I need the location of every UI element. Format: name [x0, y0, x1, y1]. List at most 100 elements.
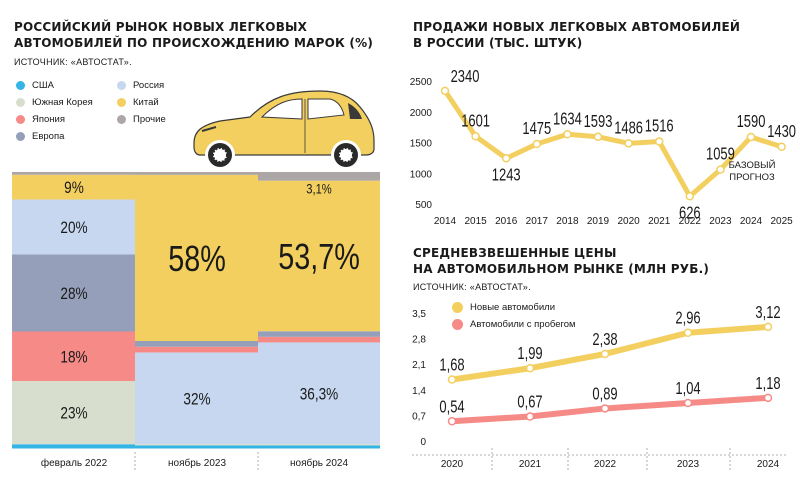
prices-chart-title-line1: СРЕДНЕВЗВЕШЕННЫЕ ЦЕНЫ	[413, 246, 617, 260]
sales-value-label-group: 1430	[767, 122, 796, 142]
bar-segment	[12, 381, 136, 445]
x-tick-label: 2021	[519, 459, 542, 470]
x-tick-label: 2024	[740, 216, 763, 227]
sales-value-label: 1516	[645, 117, 674, 137]
legend-swatch	[16, 81, 25, 90]
sales-value-label-group: 1243	[492, 165, 521, 185]
x-tick-label: 2022	[679, 216, 702, 227]
legend-label: Прочие	[133, 114, 166, 125]
sales-chart-title-line1: ПРОДАЖИ НОВЫХ ЛЕГКОВЫХ АВТОМОБИЛЕЙ	[413, 20, 741, 34]
prices-chart-source: ИСТОЧНИК: «АВТОСТАТ».	[413, 282, 531, 292]
bar-segment	[135, 341, 259, 347]
bar-value-label: 3,1%	[306, 182, 331, 197]
bar-segment	[258, 180, 380, 332]
legend-swatch	[452, 319, 463, 330]
x-tick-label: 2016	[495, 216, 518, 227]
sales-value-label-group: 1059	[706, 145, 735, 165]
sales-point	[440, 86, 450, 96]
price-label-group: 0,89	[592, 385, 617, 405]
price-value-label: 1,68	[439, 356, 464, 376]
x-tick-label: 2023	[709, 216, 732, 227]
legend-item-used-cars: Автомобили с пробегом	[452, 316, 576, 333]
legend-item-russia: Россия	[117, 77, 166, 94]
prices-chart-title-line2: НА АВТОМОБИЛЬНОМ РЫНКЕ (МЛН РУБ.)	[413, 262, 710, 276]
price-value-label: 1,99	[517, 344, 542, 364]
price-value-label: 2,96	[675, 309, 700, 329]
y-tick-label: 2,1	[412, 360, 426, 371]
legend-item-china: Китай	[117, 94, 166, 111]
legend-item-new-cars: Новые автомобили	[452, 299, 576, 316]
y-tick-label: 1000	[410, 169, 433, 180]
price-label-group: 3,12	[755, 303, 780, 323]
bar-segment	[135, 346, 259, 353]
x-tick-label: 2020	[441, 459, 464, 470]
price-point	[525, 363, 535, 373]
legend-label: Япония	[32, 114, 65, 125]
bar-segment	[12, 174, 136, 200]
bar-value-label: 18%	[60, 348, 87, 367]
legend-item-south-korea: Южная Корея	[16, 94, 93, 111]
sales-value-label: 2340	[451, 67, 480, 87]
y-tick-label: 0	[420, 437, 426, 448]
y-tick-label: 500	[415, 200, 432, 211]
price-label-group: 1,18	[755, 374, 780, 394]
sales-value-label-group: 1601	[461, 111, 490, 131]
sales-value-label-group: 1590	[737, 112, 766, 132]
x-tick-label: 2023	[677, 459, 700, 470]
forecast-annotation: БАЗОВЫЙ	[729, 159, 776, 171]
bar-value-label: 9%	[64, 179, 84, 198]
sales-value-label-group: 1486	[614, 118, 643, 138]
sales-point	[685, 192, 695, 201]
prices-chart-legend: Новые автомобили Автомобили с пробегом	[452, 299, 576, 333]
price-point	[763, 322, 773, 332]
price-label-group: 1,99	[517, 344, 542, 364]
legend-swatch	[117, 115, 126, 124]
x-tick-label: 2024	[757, 459, 780, 470]
sales-value-label: 1634	[553, 109, 582, 129]
legend-swatch	[16, 115, 25, 124]
price-point	[600, 404, 610, 413]
bar-segment	[12, 254, 136, 332]
sales-value-label: 1430	[767, 122, 796, 142]
sales-value-label-group: 626	[679, 203, 701, 223]
x-tick-label: 2019	[587, 216, 610, 227]
legend-swatch	[452, 302, 463, 313]
y-tick-label: 2500	[410, 77, 433, 88]
price-value-label: 0,89	[592, 385, 617, 405]
bar-segment	[135, 172, 259, 175]
sales-point	[716, 165, 725, 174]
legend-swatch	[16, 132, 25, 141]
sales-value-label-group: 1475	[522, 119, 551, 139]
x-tick-label: 2022	[594, 459, 617, 470]
legend-item-japan: Япония	[16, 111, 93, 128]
x-tick-label: 2020	[617, 216, 640, 227]
sales-line-chart: 500 1000 1500 2000 2500 2340 2014 1601 2015 1243 2…	[410, 67, 796, 227]
price-label-group: 2,96	[675, 309, 700, 329]
x-tick-label: 2025	[770, 216, 793, 227]
sales-value-label-group: 1634	[553, 109, 582, 129]
forecast-annotation: ПРОГНОЗ	[729, 172, 775, 183]
price-label-group: 0,54	[439, 397, 464, 417]
legend-swatch	[117, 98, 126, 107]
price-label-group: 0,67	[517, 393, 542, 413]
bar-segment	[135, 352, 259, 445]
price-value-label: 3,12	[755, 303, 780, 323]
bar-value-label: 53,7%	[278, 236, 360, 277]
sales-point	[624, 139, 633, 148]
bar-segment	[258, 342, 380, 445]
sales-point	[501, 154, 511, 163]
sales-chart-title: ПРОДАЖИ НОВЫХ ЛЕГКОВЫХ АВТОМОБИЛЕЙ В РОС…	[413, 19, 740, 51]
sales-value-label: 1590	[737, 112, 766, 132]
legend-label: Россия	[133, 80, 165, 91]
sales-value-label-group: 1593	[584, 112, 613, 132]
price-point	[683, 398, 693, 408]
legend-item-europe: Европа	[16, 128, 93, 145]
legend-label: Новые автомобили	[470, 302, 556, 313]
prices-chart-title: СРЕДНЕВЗВЕШЕННЫЕ ЦЕНЫ НА АВТОМОБИЛЬНОМ Р…	[413, 245, 709, 277]
bar-segment	[12, 199, 136, 255]
legend-label: Южная Корея	[32, 97, 93, 108]
bar-segment	[258, 331, 380, 337]
price-point	[447, 417, 457, 426]
bar-segment	[12, 331, 136, 381]
y-tick-label: 1500	[410, 139, 433, 150]
